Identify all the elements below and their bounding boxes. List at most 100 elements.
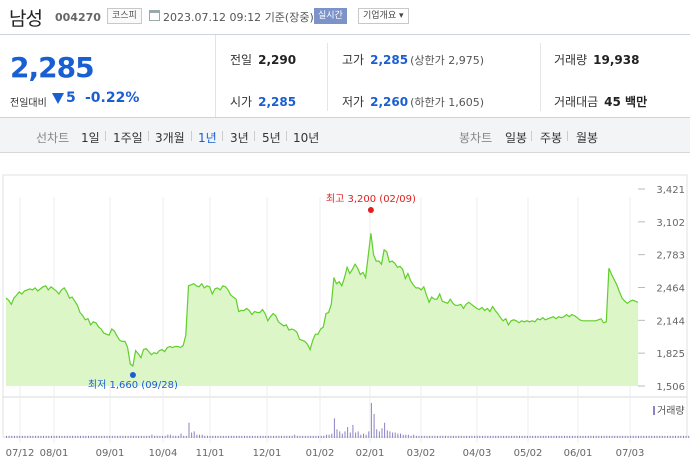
low-marker [129, 372, 136, 378]
volume-bar [69, 435, 71, 438]
volume-bar [569, 435, 571, 438]
volume-bar [254, 435, 256, 438]
volume-bar [214, 435, 216, 438]
volume-bar [667, 435, 669, 438]
volume-bar [614, 435, 616, 438]
volume-bar [632, 435, 634, 438]
volume-bar [429, 435, 431, 438]
volume-bar [304, 435, 306, 438]
period-5y[interactable]: 5년 [262, 131, 281, 145]
volume-bar [368, 431, 370, 438]
volume-bar [193, 431, 195, 438]
stat-value: 2,285 [258, 95, 297, 109]
volume-bar [267, 435, 269, 438]
realtime-button[interactable]: 실시간 [314, 8, 347, 24]
volume-bar [278, 435, 280, 438]
volume-bar [328, 434, 330, 438]
volume-bar [355, 432, 357, 438]
volume-bar [315, 435, 317, 438]
volume-bar [85, 435, 87, 438]
x-tick-label: 09/01 [96, 448, 125, 459]
volume-bar [445, 435, 446, 438]
volume-bar [593, 435, 594, 438]
volume-bar [405, 434, 407, 438]
volume-bar [320, 435, 322, 438]
low-annotation: 최저 1,660 (09/28) [88, 379, 178, 391]
x-tick-label: 04/03 [463, 448, 492, 459]
volume-bar [130, 435, 132, 438]
volume-bar [21, 435, 23, 438]
volume-bar [288, 435, 290, 438]
volume-bar [299, 435, 301, 438]
volume-bar [90, 435, 92, 438]
volume-bar [53, 435, 55, 438]
volume-bar [236, 435, 238, 438]
y-tick-label: 1,506 [656, 382, 685, 393]
y-axis-labels: 3,421 3,102 2,783 2,464 2,144 1,825 1,506 [656, 185, 685, 393]
volume-bar [148, 435, 150, 438]
volume-bar [463, 435, 465, 438]
period-1w[interactable]: 1주일 [113, 131, 143, 145]
company-overview-dropdown[interactable]: 기업개요 ▾ [358, 8, 409, 24]
volume-bar [413, 434, 415, 438]
stat-high: 고가 2,285 (상한가 2,975) [342, 51, 484, 68]
volume-bar [24, 435, 26, 438]
volume-bar [11, 435, 13, 438]
volume-bar [164, 435, 166, 438]
current-price-box: 2,285 전일대비 5 -0.22% [0, 35, 216, 117]
period-3y[interactable]: 3년 [230, 131, 249, 145]
volume-bar [312, 435, 314, 438]
volume-bar [37, 435, 39, 438]
volume-bar [326, 434, 327, 438]
candle-chart-label: 봉차트 [459, 131, 493, 145]
volume-bar [101, 435, 103, 438]
volume-bar [553, 435, 555, 438]
volume-bar [74, 435, 76, 438]
volume-bar [378, 431, 380, 438]
volume-bar [82, 435, 84, 438]
volume-bar [540, 435, 542, 438]
volume-bar [127, 435, 129, 438]
x-tick-label: 06/01 [564, 448, 593, 459]
volume-bar [537, 435, 539, 438]
volume-bar [222, 435, 224, 438]
price-area [6, 233, 638, 386]
volume-bar [479, 435, 481, 438]
period-10y[interactable]: 10년 [293, 131, 320, 145]
volume-bar [172, 435, 174, 438]
volume-bar [275, 435, 277, 438]
volume-bar [640, 435, 642, 438]
period-3m[interactable]: 3개월 [155, 131, 185, 145]
period-1y[interactable]: 1년 [198, 131, 217, 145]
volume-bar [51, 435, 52, 438]
stat-value: 2,260 [370, 95, 409, 109]
volume-bar [132, 435, 134, 438]
quote-datetime: 2023.07.12 09:12 기준(장중) [163, 9, 314, 25]
volume-bar [595, 435, 597, 438]
y-tick-label: 3,102 [656, 218, 685, 229]
datetime-text: 2023.07.12 09:12 [163, 11, 262, 24]
volume-bar [246, 435, 248, 438]
price-line [5, 233, 639, 368]
volume-bar [500, 435, 502, 438]
candle-daily[interactable]: 일봉 [505, 131, 528, 145]
volume-bar [648, 435, 650, 438]
volume-bar [241, 435, 243, 438]
volume-bar [93, 435, 95, 438]
volume-bar [574, 435, 576, 438]
volume-bar [323, 435, 325, 438]
stat-value: 19,938 [593, 53, 640, 67]
volume-bar [310, 435, 312, 438]
volume-bar [183, 435, 185, 438]
volume-bar [8, 435, 10, 438]
period-1d[interactable]: 1일 [81, 131, 100, 145]
candle-weekly[interactable]: 주봉 [540, 131, 563, 145]
volume-bar [6, 435, 7, 438]
change-value: 5 [66, 90, 76, 106]
volume-bar [45, 435, 47, 438]
separator [222, 131, 223, 141]
volume-legend-swatch [653, 406, 655, 415]
volume-bar [619, 435, 621, 438]
volume-bar [111, 435, 113, 438]
candle-monthly[interactable]: 월봉 [576, 131, 599, 145]
